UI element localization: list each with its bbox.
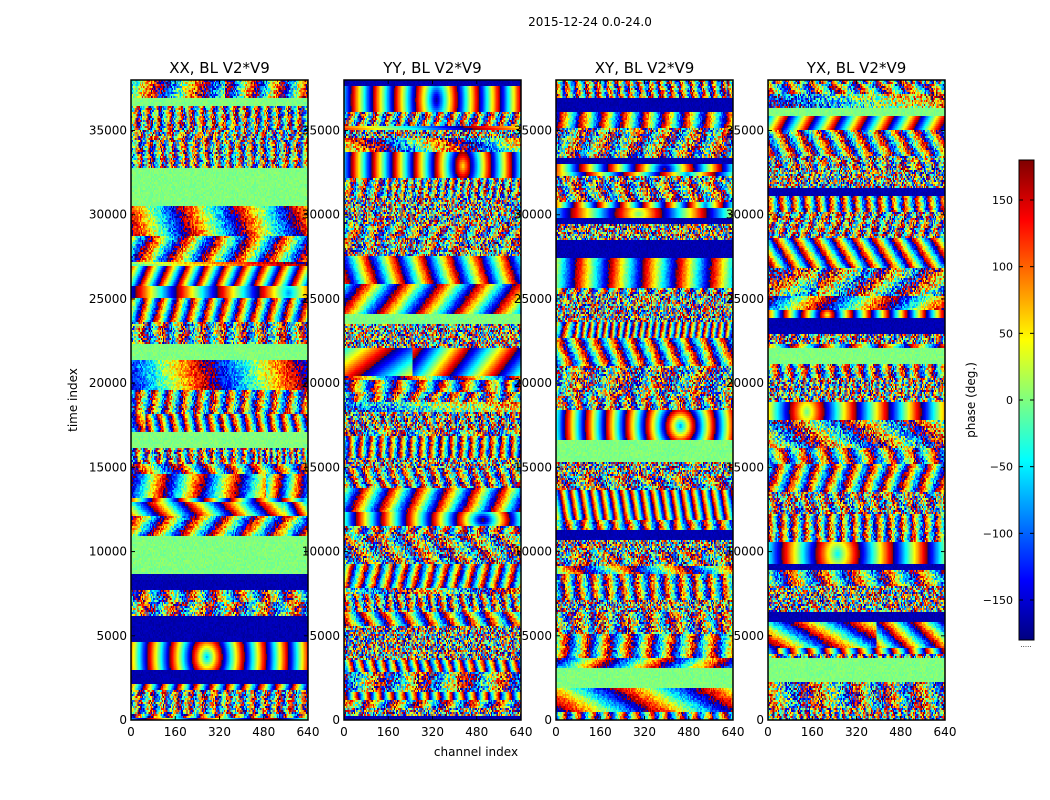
y-tick-label: 10000	[726, 545, 764, 559]
y-tick-label: 5000	[96, 629, 127, 643]
y-tick-label: 20000	[726, 376, 764, 390]
panel-title: YY, BL V2*V9	[382, 59, 481, 77]
y-tick-label: 25000	[726, 292, 764, 306]
y-tick-label: 35000	[726, 124, 764, 138]
y-tick-label: 15000	[302, 460, 340, 474]
y-tick-label: 0	[756, 713, 764, 727]
y-tick-label: 25000	[514, 292, 552, 306]
y-tick-label: 20000	[302, 376, 340, 390]
y-tick-label: 5000	[521, 629, 552, 643]
x-tick-label: 0	[127, 725, 135, 739]
panel-title: XX, BL V2*V9	[169, 59, 270, 77]
colorbar: phase (deg.) ..... 150 100 50 0 −50 −100 −150	[964, 159, 1035, 649]
x-tick-label: 160	[377, 725, 400, 739]
x-tick-label: 320	[208, 725, 231, 739]
y-tick-label: 35000	[89, 124, 127, 138]
colorbar-tick-label: 100	[992, 261, 1013, 274]
x-tick-label: 320	[845, 725, 868, 739]
y-tick-label: 0	[544, 713, 552, 727]
x-tick-label: 640	[934, 725, 957, 739]
y-tick-label: 35000	[302, 124, 340, 138]
colorbar-tick-label: 0	[1006, 394, 1013, 407]
heatmap-image	[344, 80, 521, 720]
y-tick-label: 5000	[733, 629, 764, 643]
panel-title: XY, BL V2*V9	[595, 59, 695, 77]
heatmap-panel: YY, BL V2*V9 0 160 320 480 640 0 5000 10000 15000…	[302, 59, 533, 739]
colorbar-tick-label: −100	[983, 527, 1013, 540]
heatmap-image	[556, 80, 733, 720]
x-tick-label: 480	[677, 725, 700, 739]
heatmap-panels: XX, BL V2*V9 0 160 320 480 640 0 5000 10000 15000…	[89, 59, 957, 739]
y-tick-label: 30000	[89, 208, 127, 222]
x-tick-label: 480	[889, 725, 912, 739]
x-tick-label: 0	[764, 725, 772, 739]
y-tick-label: 5000	[309, 629, 340, 643]
y-tick-label: 0	[119, 713, 127, 727]
y-tick-label: 15000	[726, 460, 764, 474]
x-tick-label: 480	[465, 725, 488, 739]
y-tick-label: 15000	[514, 460, 552, 474]
y-tick-label: 25000	[89, 292, 127, 306]
x-tick-label: 320	[633, 725, 656, 739]
y-tick-label: 15000	[89, 460, 127, 474]
x-tick-label: 160	[164, 725, 187, 739]
x-axis-label: channel index	[434, 745, 518, 759]
figure-title: 2015-12-24 0.0-24.0	[528, 15, 652, 29]
y-tick-label: 10000	[89, 545, 127, 559]
x-tick-label: 0	[340, 725, 348, 739]
colorbar-tick-label: 150	[992, 194, 1013, 207]
x-tick-label: 160	[589, 725, 612, 739]
y-axis-label: time index	[66, 368, 80, 432]
panel-title: YX, BL V2*V9	[806, 59, 907, 77]
y-tick-label: 30000	[726, 208, 764, 222]
y-tick-label: 20000	[514, 376, 552, 390]
x-tick-label: 320	[421, 725, 444, 739]
heatmap-image	[131, 80, 308, 720]
y-tick-label: 35000	[514, 124, 552, 138]
y-tick-label: 30000	[302, 208, 340, 222]
y-tick-label: 30000	[514, 208, 552, 222]
colorbar-dots: .....	[1020, 641, 1031, 649]
x-tick-label: 0	[552, 725, 560, 739]
colorbar-tick-label: −150	[983, 594, 1013, 607]
x-tick-label: 640	[510, 725, 533, 739]
heatmap-image	[768, 80, 945, 720]
heatmap-panel: XX, BL V2*V9 0 160 320 480 640 0 5000 10000 15000…	[89, 59, 320, 739]
x-tick-label: 640	[297, 725, 320, 739]
x-tick-label: 480	[252, 725, 275, 739]
y-tick-label: 20000	[89, 376, 127, 390]
y-tick-label: 25000	[302, 292, 340, 306]
colorbar-tick-label: 50	[999, 327, 1013, 340]
y-tick-label: 10000	[514, 545, 552, 559]
heatmap-panel: XY, BL V2*V9 0 160 320 480 640 0 5000 10000 15000…	[514, 59, 745, 739]
heatmap-panel: YX, BL V2*V9 0 160 320 480 640 0 5000 10000 15000…	[726, 59, 957, 739]
y-tick-label: 10000	[302, 545, 340, 559]
colorbar-tick-label: −50	[990, 461, 1013, 474]
y-tick-label: 0	[332, 713, 340, 727]
x-tick-label: 160	[801, 725, 824, 739]
x-tick-label: 640	[722, 725, 745, 739]
colorbar-label: phase (deg.)	[964, 362, 978, 438]
